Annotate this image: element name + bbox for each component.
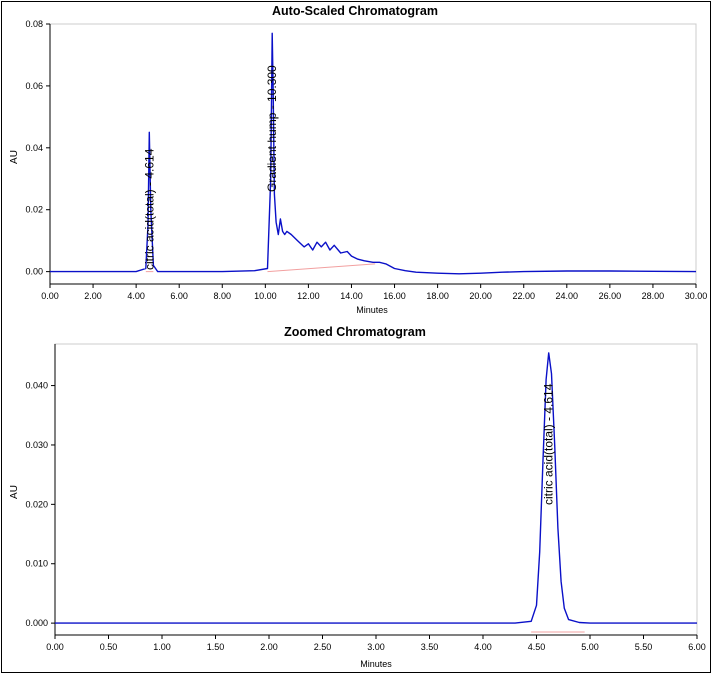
x-tick-label: 1.50: [207, 642, 225, 652]
x-tick-label: 18.00: [426, 291, 449, 301]
peak-annotation: citric acid(total) - 4.614: [142, 148, 156, 270]
x-axis-label: Minutes: [356, 305, 388, 315]
x-tick-label: 6.00: [688, 642, 706, 652]
auto-scaled-chart: Auto-Scaled Chromatogram AU Minutes 0.00…: [9, 4, 707, 315]
x-tick-label: 20.00: [469, 291, 492, 301]
x-tick-label: 2.00: [84, 291, 102, 301]
peak-annotation: citric acid(total) - 4.614: [542, 383, 556, 505]
x-tick-label: 4.00: [127, 291, 145, 301]
x-tick-label: 22.00: [512, 291, 535, 301]
y-axis-label: AU: [9, 485, 20, 499]
x-tick-label: 0.00: [46, 642, 64, 652]
y-tick-label: 0.00: [25, 267, 43, 277]
chart-title: Zoomed Chromatogram: [284, 325, 426, 339]
trace-line: [50, 32, 697, 275]
plot-area: [54, 343, 698, 636]
y-tick-label: 0.040: [25, 381, 48, 391]
x-tick-label: 10.00: [254, 291, 277, 301]
x-tick-label: 5.50: [635, 642, 653, 652]
x-tick-label: 3.50: [421, 642, 439, 652]
x-tick-label: 12.00: [297, 291, 320, 301]
y-tick-label: 0.06: [25, 81, 43, 91]
y-tick-label: 0.08: [25, 19, 43, 29]
chart-title: Auto-Scaled Chromatogram: [272, 4, 438, 18]
x-tick-label: 26.00: [599, 291, 622, 301]
x-tick-label: 4.50: [528, 642, 546, 652]
y-tick-label: 0.04: [25, 143, 43, 153]
x-tick-label: 5.00: [581, 642, 599, 652]
x-tick-label: 2.00: [260, 642, 278, 652]
x-tick-label: 14.00: [340, 291, 363, 301]
x-tick-label: 4.00: [474, 642, 492, 652]
x-axis-label: Minutes: [360, 659, 392, 669]
x-tick-label: 6.00: [170, 291, 188, 301]
x-tick-label: 3.00: [367, 642, 385, 652]
integration-baseline: [267, 263, 376, 273]
y-tick-label: 0.030: [25, 440, 48, 450]
x-tick-label: 16.00: [383, 291, 406, 301]
y-axis-label: AU: [9, 150, 20, 164]
peak-annotation: Gradient hump - 10.300: [265, 65, 279, 192]
x-tick-label: 2.50: [314, 642, 332, 652]
y-tick-label: 0.010: [25, 559, 48, 569]
y-tick-label: 0.02: [25, 205, 43, 215]
x-tick-label: 8.00: [214, 291, 232, 301]
trace-line: [55, 352, 697, 624]
x-tick-label: 0.00: [41, 291, 59, 301]
x-tick-label: 28.00: [642, 291, 665, 301]
y-tick-label: 0.000: [25, 618, 48, 628]
x-tick-label: 24.00: [556, 291, 579, 301]
y-tick-label: 0.020: [25, 499, 48, 509]
zoomed-chart: Zoomed Chromatogram AU Minutes 0.00 0.50 1…: [9, 325, 706, 669]
x-tick-label: 30.00: [685, 291, 708, 301]
x-tick-label: 1.00: [153, 642, 171, 652]
x-tick-label: 0.50: [100, 642, 118, 652]
